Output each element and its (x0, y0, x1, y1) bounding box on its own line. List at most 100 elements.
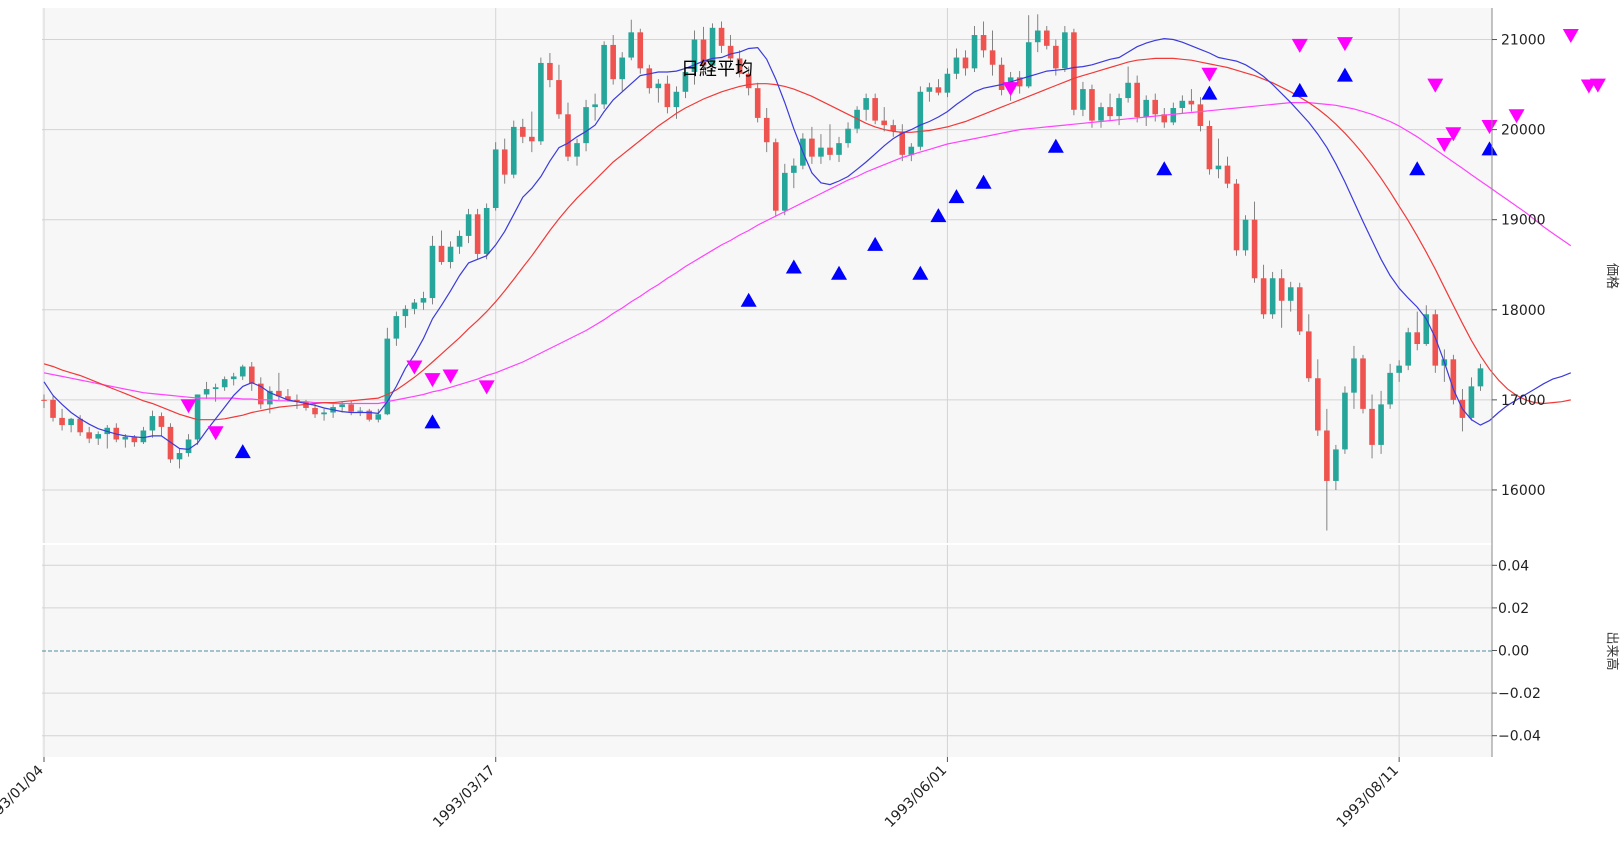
candle-body (1242, 219, 1249, 251)
candle-body (700, 39, 707, 66)
candle-body (357, 410, 363, 412)
candle-body (845, 128, 851, 144)
candle-body (610, 44, 616, 80)
candle-body (1161, 114, 1168, 123)
candle-body (718, 27, 725, 46)
sell-signal-marker (1002, 82, 1019, 97)
candle-body (1152, 99, 1159, 115)
candle-body (402, 308, 409, 317)
price-tick-label: 20000 (1501, 123, 1546, 139)
candle-body (809, 138, 815, 157)
x-tick-label: 1993/03/17 (430, 763, 498, 831)
price-tick-label: 19000 (1501, 213, 1546, 229)
candle-body (429, 245, 436, 299)
candle-body (772, 142, 779, 211)
candle-body (574, 143, 580, 157)
candle-body (709, 27, 716, 66)
volume-tick-label: −0.02 (1498, 686, 1541, 702)
price-tick-label: 18000 (1501, 303, 1546, 319)
candle-body (510, 126, 517, 175)
candle-body (1134, 82, 1140, 118)
candle-body (1269, 278, 1276, 315)
buy-signal-marker (785, 259, 802, 274)
candle-body (393, 316, 400, 339)
candle-body (465, 214, 472, 236)
candle-body (95, 434, 102, 439)
candle-body (1116, 98, 1122, 117)
candle-body (754, 88, 761, 118)
candle-body (935, 87, 942, 93)
candle-body (1098, 107, 1104, 121)
buy-signal-marker (831, 265, 848, 280)
candle-body (1287, 287, 1294, 301)
candle-body (691, 39, 698, 72)
candle-body (167, 426, 174, 460)
buy-signal-marker (740, 292, 757, 307)
candle-body (791, 165, 797, 173)
candle-body (917, 91, 924, 147)
candle-body (565, 114, 571, 157)
volume-tick-label: 0.02 (1498, 601, 1529, 617)
candle-body (971, 35, 978, 69)
volume-tick-label: 0.04 (1498, 558, 1529, 574)
volume-tick-label: 0.00 (1498, 644, 1529, 660)
candle-body (1215, 165, 1222, 170)
buy-signal-marker (867, 236, 884, 251)
candle-body (312, 407, 318, 415)
candle-body (86, 432, 92, 439)
chart-title: 日経平均 (681, 59, 753, 80)
candle-body (836, 143, 842, 155)
candle-body (1170, 107, 1177, 123)
candle-body (1305, 331, 1312, 379)
candle-body (890, 125, 897, 132)
candle-body (1125, 82, 1131, 99)
candle-body (339, 404, 345, 408)
candle-body (474, 214, 481, 254)
candle-body (673, 91, 680, 108)
candle-body (1414, 332, 1421, 345)
candle-body (1342, 392, 1348, 450)
signal-markers-layer (180, 29, 1606, 459)
price-tick-label: 17000 (1501, 393, 1546, 409)
candle-body (1315, 378, 1321, 431)
volume-axis-label: 出来高 (1604, 631, 1620, 670)
candle-body (1369, 408, 1375, 445)
buy-signal-marker (424, 414, 441, 429)
candle-body (68, 418, 74, 426)
ma-mid-line (43, 57, 1571, 421)
candle-body (1450, 359, 1457, 400)
candle-body (1188, 100, 1195, 105)
sell-signal-marker (1201, 67, 1218, 82)
candle-body (872, 98, 878, 121)
candle-body (1025, 42, 1032, 87)
buy-signal-marker (1409, 161, 1426, 176)
candle-body (176, 453, 183, 460)
moving-averages-layer (43, 37, 1572, 451)
sell-signal-marker (1336, 37, 1353, 52)
candle-body (41, 399, 47, 401)
candle-body (221, 379, 228, 388)
candle-body (736, 58, 743, 74)
buy-signal-marker (1156, 161, 1173, 176)
candle-body (1053, 45, 1059, 69)
buy-signal-marker (1291, 82, 1308, 97)
candle-body (863, 98, 869, 110)
sell-signal-marker (1481, 120, 1498, 135)
candle-body (980, 35, 987, 51)
candle-body (321, 412, 327, 415)
buy-signal-marker (1336, 67, 1353, 82)
sell-signal-marker (442, 369, 459, 384)
candle-body (1089, 89, 1095, 121)
sell-signal-marker (424, 373, 441, 388)
candle-body (1333, 449, 1339, 481)
candle-body (827, 147, 833, 155)
sell-signal-marker (478, 380, 495, 395)
sell-signal-marker (1427, 78, 1444, 93)
candle-body (375, 414, 382, 420)
candle-body (655, 83, 662, 89)
buy-signal-marker (1481, 141, 1498, 156)
candle-body (1360, 358, 1366, 409)
candle-body (122, 436, 129, 440)
